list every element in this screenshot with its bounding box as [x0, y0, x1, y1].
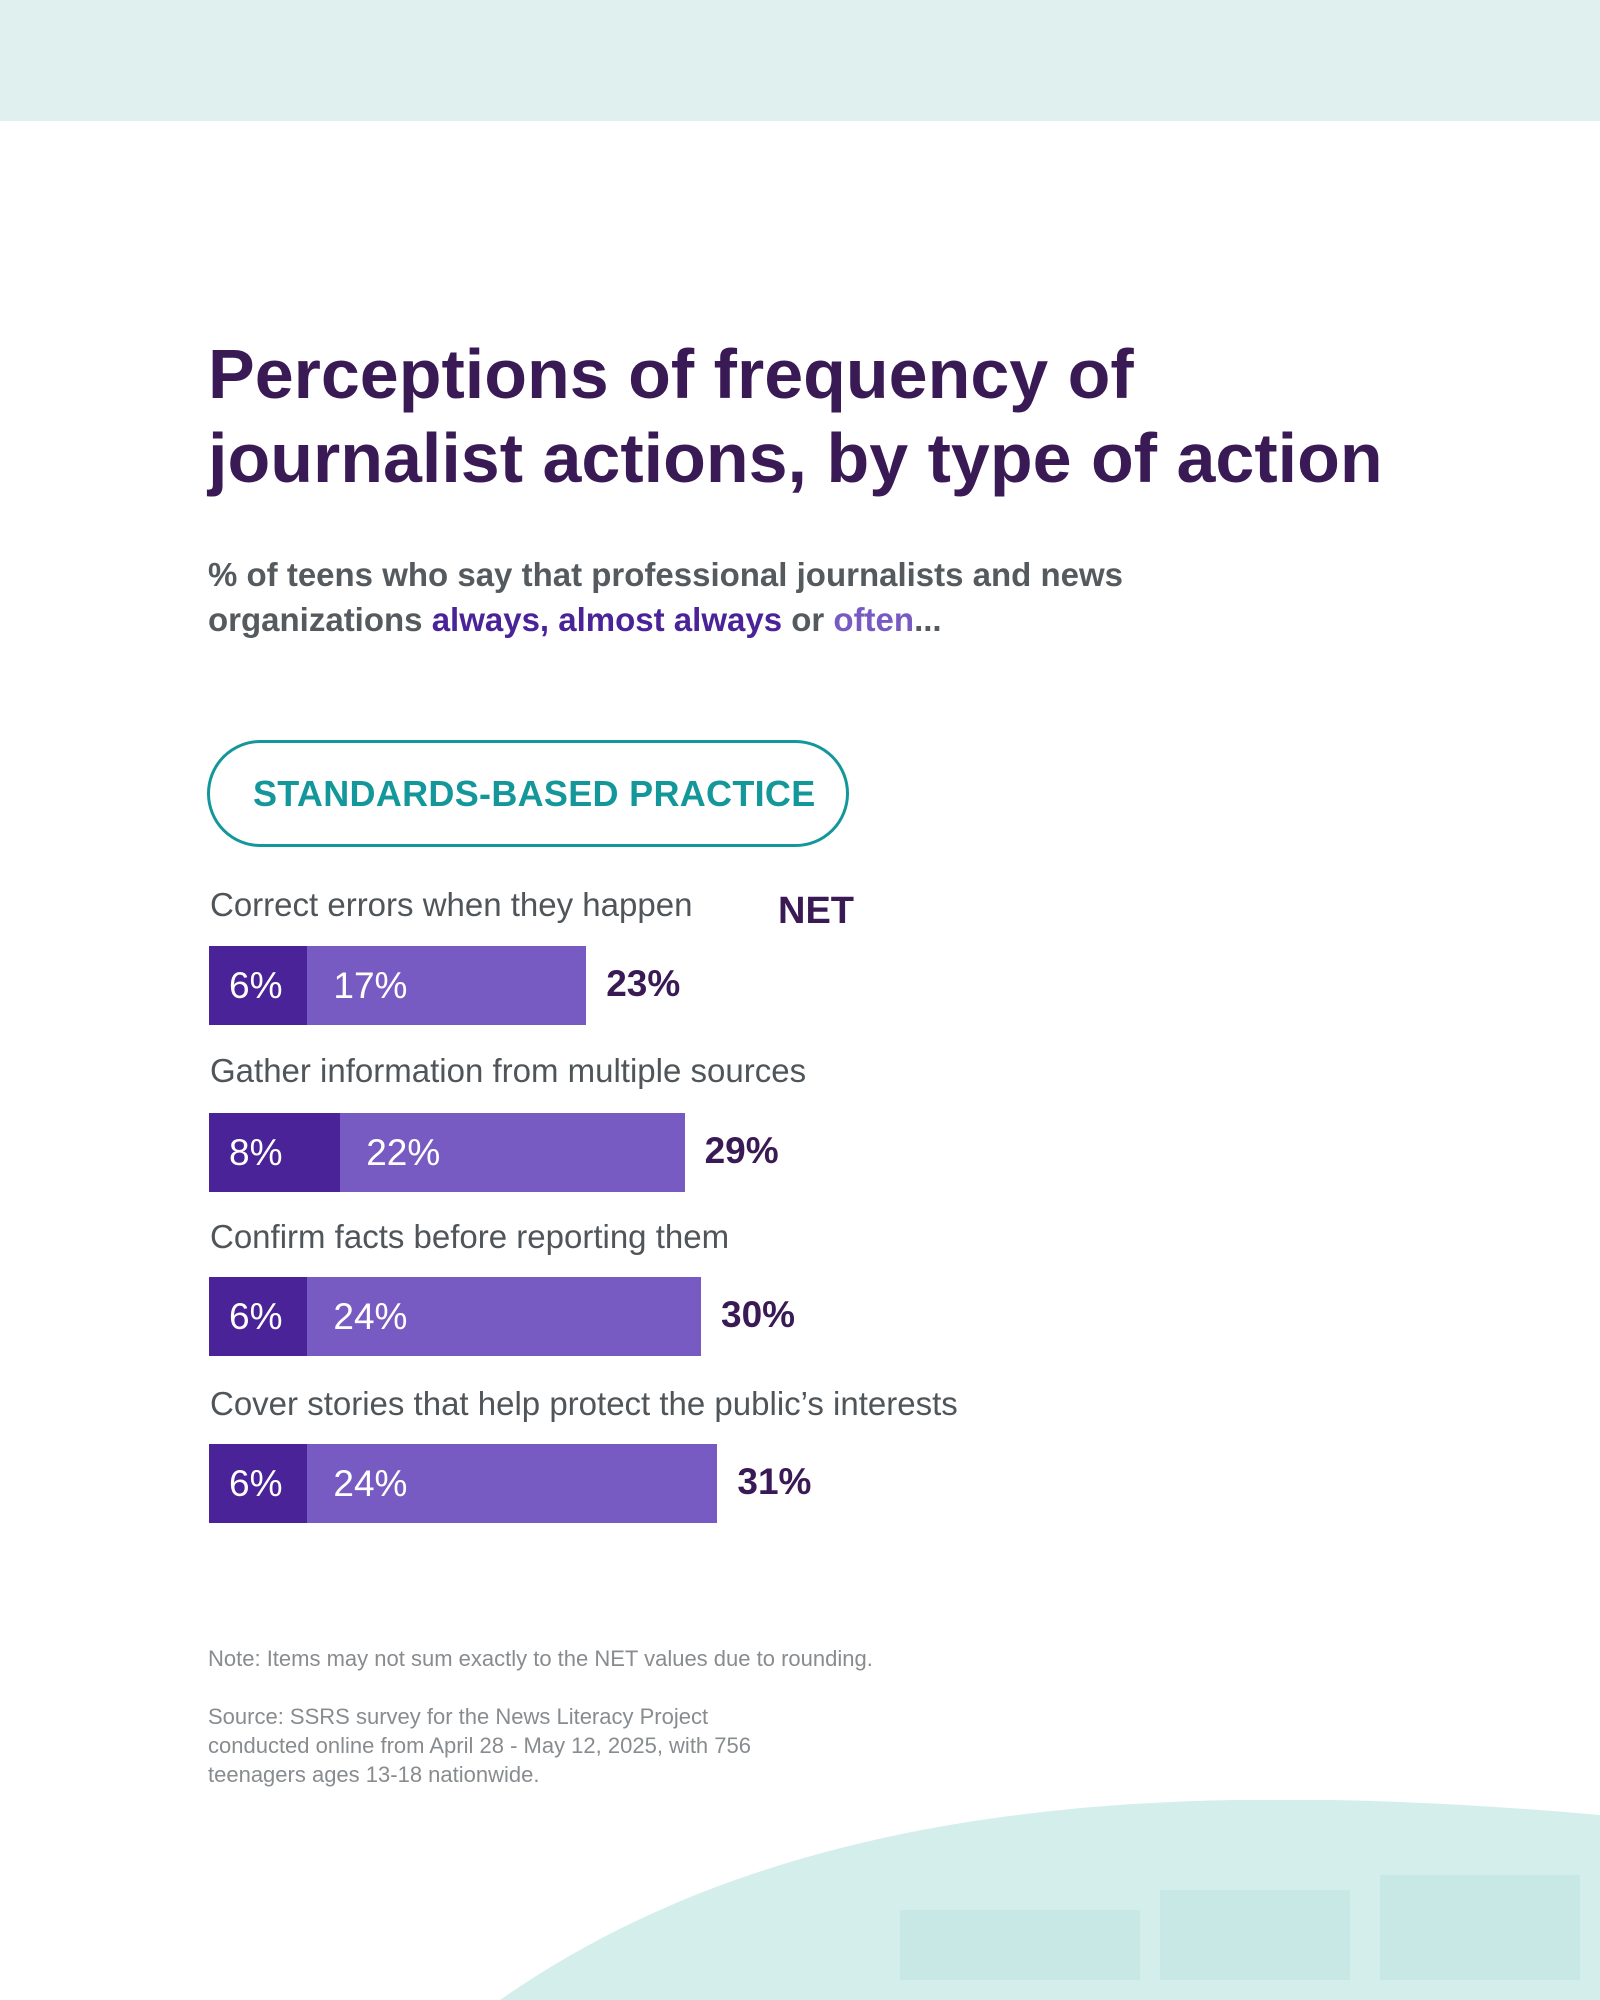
chart-title: Perceptions of frequency of journalist a… — [208, 335, 1383, 497]
subtitle-text: or — [782, 601, 834, 638]
category-label: Cover stories that help protect the publ… — [210, 1385, 958, 1422]
note: Note: Items may not sum exactly to the N… — [208, 1646, 873, 1671]
net-header: NET — [778, 890, 854, 932]
category-label: Confirm facts before reporting them — [210, 1218, 730, 1255]
category-label: Correct errors when they happen — [210, 886, 693, 923]
bar-segment-often: 24% — [307, 1277, 701, 1356]
bar-row: 6% 24% — [209, 1444, 718, 1523]
subtitle-text: ... — [914, 601, 942, 638]
net-value: 29% — [704, 1130, 779, 1171]
bar-segment-always: 8% — [209, 1113, 341, 1192]
bar-segment-often: 17% — [307, 946, 587, 1025]
source: Source: SSRS survey for the News Literac… — [208, 1704, 751, 1787]
bar-segment-always: 6% — [209, 1277, 308, 1356]
bar-segment-often: 22% — [340, 1113, 685, 1192]
category-label: Gather information from multiple sources — [210, 1052, 807, 1089]
net-value: 30% — [721, 1294, 796, 1335]
decorative-wave — [500, 1800, 1600, 2000]
bar-segment-always: 6% — [209, 1444, 308, 1523]
bar-row: 6% 17% — [209, 946, 587, 1025]
legend-often: often — [833, 601, 915, 638]
net-value: 23% — [606, 963, 681, 1004]
section-label: STANDARDS-BASED PRACTICE — [207, 740, 849, 847]
legend-always: always, almost always — [431, 601, 783, 638]
subtitle-text: % of teens who say that professional jou… — [208, 556, 1124, 638]
chart-subtitle: % of teens who say that professional jou… — [208, 552, 1208, 642]
top-band — [0, 0, 1600, 121]
bar-segment-often: 24% — [307, 1444, 718, 1523]
bar-segment-always: 6% — [209, 946, 308, 1025]
bar-row: 6% 24% — [209, 1277, 701, 1356]
net-value: 31% — [737, 1461, 812, 1502]
bar-row: 8% 22% — [209, 1113, 685, 1192]
